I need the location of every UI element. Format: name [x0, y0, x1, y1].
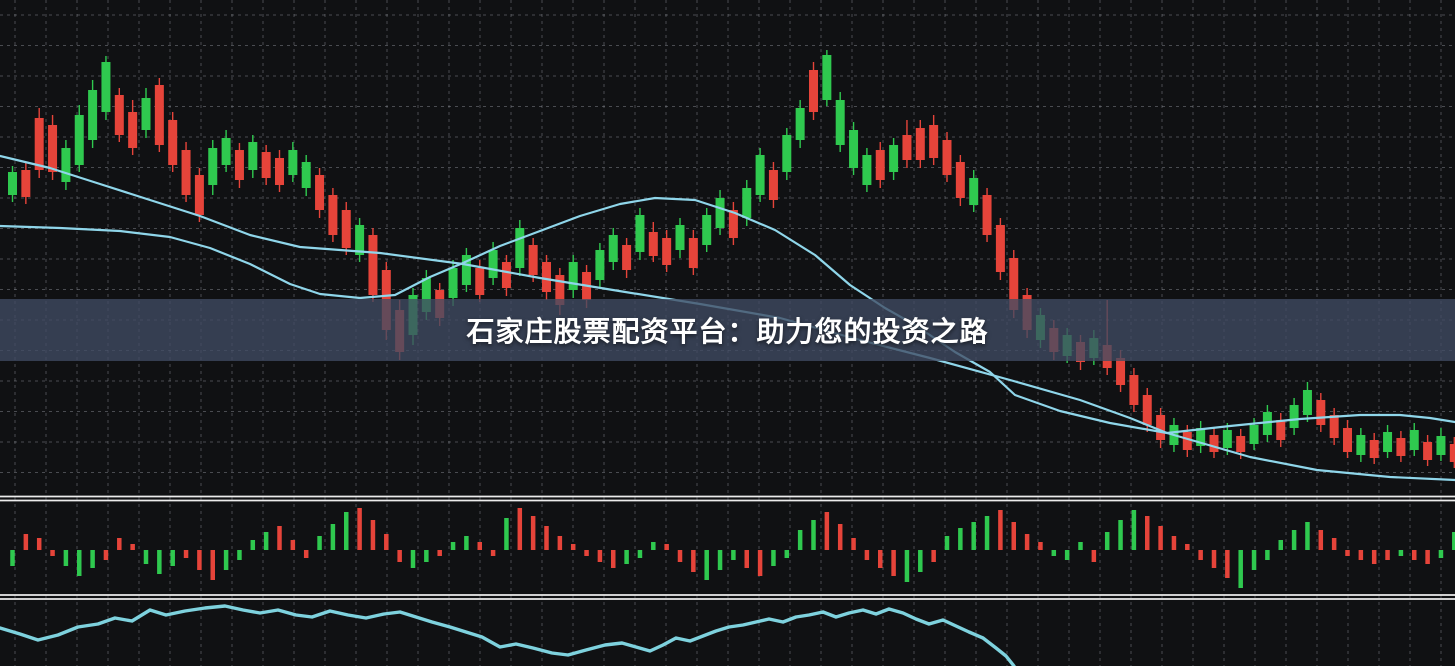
ma-fast-line	[0, 196, 1455, 435]
candlestick-layer	[8, 50, 1455, 468]
macd-histogram-layer	[10, 508, 1455, 588]
panel-separators	[0, 495, 1455, 600]
oscillator-line	[0, 604, 1016, 666]
title-banner: 石家庄股票配资平台：助力您的投资之路	[0, 299, 1455, 361]
banner-title: 石家庄股票配资平台：助力您的投资之路	[466, 316, 989, 347]
